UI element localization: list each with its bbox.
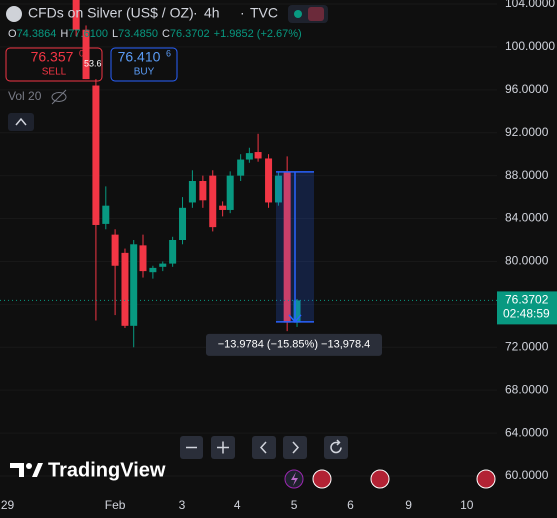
measure-label-box [206, 333, 382, 356]
flag-icon[interactable] [370, 469, 390, 489]
y-tick-label: 80.0000 [505, 254, 549, 268]
candle-body [188, 181, 196, 203]
candle-body [274, 175, 282, 203]
x-tick-label: 4 [234, 498, 241, 512]
y-tick-label: 96.0000 [505, 82, 549, 96]
candle-body [209, 175, 217, 228]
candle-body [254, 152, 262, 159]
x-tick-label: 10 [460, 498, 474, 512]
separator: · [240, 5, 245, 21]
candle-body [219, 205, 227, 210]
measure-arrowhead [288, 314, 302, 323]
countdown: 02:48:59 [503, 307, 550, 321]
ohlc-value: 74.3864 [17, 28, 57, 40]
lightning-icon [291, 472, 298, 486]
candle-body [245, 153, 253, 160]
measure-label: −13.9784 (−15.85%) −13,978.4 [218, 339, 371, 351]
ohlc-key: H [60, 28, 68, 40]
symbol: CFDs on Silver (US$ / OZ) [28, 5, 194, 21]
candle-body [130, 244, 138, 326]
last-price-tag [497, 291, 557, 325]
ohlc-value: 76.3702 [170, 28, 210, 40]
indicator-value: 53.6 [84, 58, 102, 68]
symbol-icon [6, 6, 22, 22]
ohlc-change: +1.9852 (+2.67%) [214, 28, 302, 40]
right-icon [292, 441, 300, 454]
candle-body [139, 245, 147, 272]
candle-body [169, 240, 177, 264]
plus-icon [217, 441, 229, 454]
buy-digit: 6 [166, 48, 171, 58]
candle-body [149, 267, 157, 273]
candle-body [237, 159, 245, 176]
sell-label: SELL [42, 67, 67, 78]
y-tick-label: 100.0000 [505, 39, 555, 53]
buy-button[interactable] [110, 47, 178, 82]
scroll-left-button[interactable] [252, 436, 276, 459]
y-tick-label: 60.0000 [505, 468, 549, 482]
y-tick-label: 92.0000 [505, 125, 549, 139]
buy-label: BUY [134, 67, 155, 78]
status-market [308, 7, 324, 21]
y-tick-label: 84.0000 [505, 211, 549, 225]
candle-body [159, 263, 167, 267]
candle-body [121, 252, 129, 326]
status-dot [294, 10, 302, 18]
buy-price: 76.410 [118, 49, 161, 65]
y-tick-label: 88.0000 [505, 168, 549, 182]
collapse-button[interactable] [8, 113, 34, 131]
candle-body [179, 207, 187, 240]
x-tick-label: 6 [347, 498, 354, 512]
collapse-icon [15, 117, 27, 126]
logo-text: TradingView [48, 459, 166, 481]
x-tick-label: 5 [291, 498, 298, 512]
flag-icon[interactable] [476, 469, 496, 489]
candle-body [265, 158, 273, 203]
candle-body [72, 0, 80, 30]
ohlc-key: C [162, 28, 170, 40]
x-tick-label: 3 [179, 498, 186, 512]
x-tick-label: 29 [1, 498, 15, 512]
ohlc-key: O [8, 28, 17, 40]
interval: 4h [204, 5, 220, 21]
source: TVC [250, 5, 278, 21]
candle-body [92, 85, 100, 225]
candle-body [82, 29, 90, 80]
candle-body [111, 234, 119, 266]
x-tick-label: Feb [105, 498, 126, 512]
ohlc-value: 77.6100 [68, 28, 108, 40]
sell-price: 76.357 [31, 49, 74, 65]
left-icon [259, 441, 267, 454]
volume-label: Vol 20 [8, 89, 42, 103]
sell-digit: 0 [79, 48, 84, 58]
scroll-right-button[interactable] [283, 436, 307, 459]
candle-body [226, 175, 234, 210]
candle-body [102, 205, 110, 224]
candle-body [199, 181, 207, 201]
reset-icon [330, 439, 342, 454]
logo-mark [10, 463, 43, 477]
candle-body [283, 171, 291, 323]
candle-body [293, 300, 301, 323]
flag-icon[interactable] [312, 469, 332, 489]
y-tick-label: 68.0000 [505, 382, 549, 396]
separator: · [193, 5, 198, 21]
ohlc-value: 73.4850 [118, 28, 158, 40]
sell-button[interactable] [5, 47, 103, 82]
y-tick-label: 72.0000 [505, 339, 549, 353]
y-tick-label: 104.0000 [505, 0, 555, 10]
last-price-label: 76.3702 [505, 293, 549, 307]
reset-button[interactable] [324, 436, 348, 459]
eye-off-icon[interactable] [51, 89, 67, 105]
x-tick-label: 9 [405, 498, 412, 512]
y-tick-label: 64.0000 [505, 425, 549, 439]
ohlc-key: L [112, 28, 118, 40]
